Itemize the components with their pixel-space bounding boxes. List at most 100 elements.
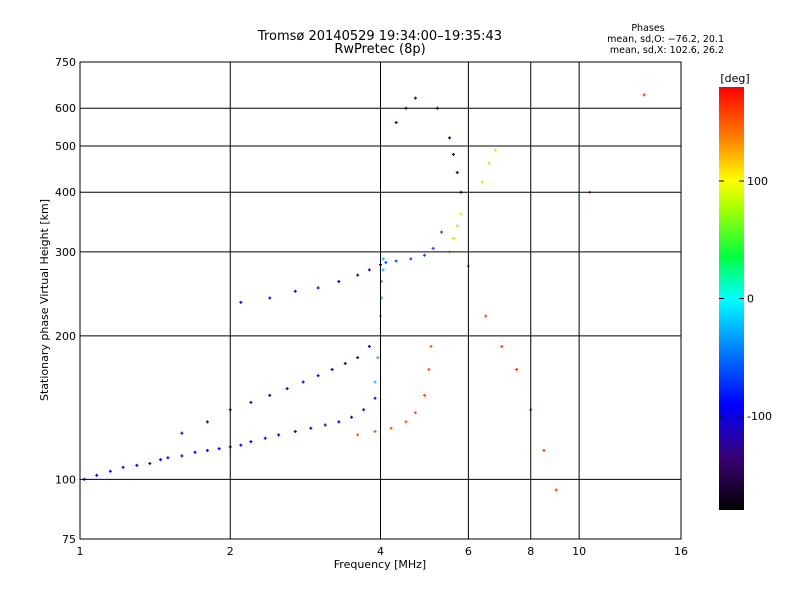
data-point [500, 344, 504, 348]
data-point [384, 260, 388, 264]
data-point [451, 236, 455, 240]
y-tick-label: 600 [55, 102, 76, 115]
colorbar-ticks: -100 0 100 [719, 175, 772, 423]
stats-o-mode: mean, sd,O: −76.2, 20.1 [607, 34, 724, 45]
data-point [484, 314, 488, 318]
data-point [440, 230, 443, 234]
data-point [268, 296, 272, 300]
y-tick-label: 100 [55, 473, 76, 486]
data-point [343, 361, 347, 365]
stats-x-mode: mean, sd,X: 102.6, 26.2 [610, 45, 724, 56]
data-point [404, 420, 408, 424]
colorbar-tick-label: 100 [747, 175, 768, 188]
grid-lines [79, 62, 682, 539]
data-point [356, 356, 360, 360]
data-point [239, 300, 243, 304]
data-point [135, 463, 139, 467]
y-tick-label: 750 [55, 56, 76, 69]
data-point [285, 387, 289, 391]
data-point [429, 344, 433, 348]
data-point [431, 246, 435, 250]
data-point [337, 279, 341, 283]
data-point [193, 450, 197, 454]
x-tick-label: 10 [572, 545, 586, 558]
x-tick-label: 16 [674, 545, 688, 558]
data-point [422, 393, 426, 397]
data-point [427, 367, 431, 371]
data-point [373, 430, 377, 434]
data-point [642, 93, 646, 97]
data-point [205, 420, 209, 424]
data-point [268, 393, 272, 397]
data-point [356, 433, 360, 437]
data-point [323, 423, 327, 427]
data-point [367, 268, 371, 272]
data-point [381, 268, 385, 272]
data-point [159, 458, 163, 462]
data-point [249, 440, 253, 444]
data-point [367, 344, 371, 348]
data-point [451, 152, 455, 156]
x-tick-label: 6 [465, 545, 472, 558]
chart-title: Tromsø 20140529 19:34:00–19:35:43 [257, 29, 502, 44]
x-tick-label: 2 [227, 545, 234, 558]
data-point [422, 253, 426, 257]
data-point [330, 367, 334, 371]
x-tick-label: 8 [527, 545, 534, 558]
y-tick-label: 300 [55, 246, 76, 259]
data-point [381, 257, 385, 261]
data-point [459, 212, 463, 216]
data-point [95, 473, 99, 477]
data-point [309, 426, 313, 430]
data-points [82, 93, 646, 492]
data-point [337, 420, 341, 424]
data-point [413, 411, 417, 415]
y-axis-label: Stationary phase Virtual Height [km] [38, 199, 51, 401]
data-point [121, 465, 125, 469]
data-point [205, 448, 209, 452]
data-point [217, 447, 221, 451]
data-point [277, 433, 281, 437]
y-tick-label: 200 [55, 330, 76, 343]
data-point [448, 136, 452, 140]
plot-frame [79, 61, 682, 540]
data-point [166, 456, 170, 460]
data-point [249, 400, 253, 404]
data-point [108, 469, 112, 473]
data-point [373, 396, 377, 400]
y-tick-label: 400 [55, 186, 76, 199]
y-axis-ticks: 75 100 200 300 400 500 600 750 [55, 56, 76, 546]
data-point [316, 286, 320, 290]
x-axis-label: Frequency [MHz] [334, 558, 426, 571]
data-point [180, 431, 184, 435]
data-point [389, 426, 393, 430]
data-point [356, 273, 360, 277]
data-point [542, 448, 546, 452]
data-point [263, 436, 267, 440]
y-tick-label: 500 [55, 140, 76, 153]
colorbar-tick-label: 0 [747, 293, 754, 306]
chart-subtitle: RwPretec (8p) [334, 42, 425, 57]
data-point [413, 96, 417, 100]
data-point [494, 148, 498, 152]
data-point [376, 356, 380, 360]
data-point [316, 374, 320, 378]
data-point [515, 367, 519, 371]
x-axis-ticks: 1 2 4 6 8 10 16 [77, 545, 689, 558]
data-point [455, 170, 459, 174]
data-point [301, 380, 305, 384]
x-tick-label: 1 [77, 545, 84, 558]
data-point [554, 488, 558, 492]
data-point [148, 461, 152, 465]
data-point [293, 289, 297, 293]
colorbar-label: [deg] [720, 72, 749, 85]
stats-heading: Phases [631, 23, 664, 34]
data-point [409, 257, 413, 261]
data-point [394, 121, 398, 125]
data-point [394, 259, 398, 263]
colorbar-tick-label: -100 [747, 410, 772, 423]
data-point [455, 224, 459, 228]
data-point [480, 180, 484, 184]
data-point [487, 161, 491, 165]
